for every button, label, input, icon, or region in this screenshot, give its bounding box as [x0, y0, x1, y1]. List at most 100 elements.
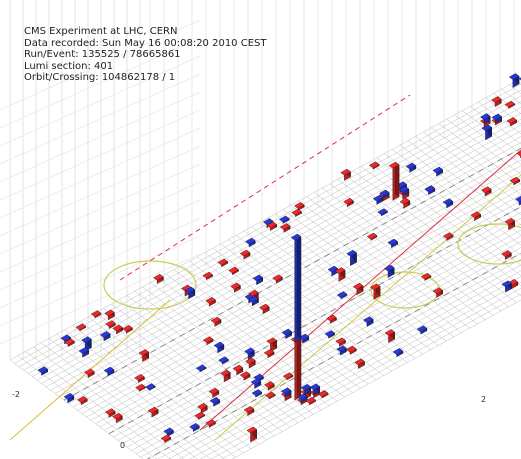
- calorimeter-tower: [266, 337, 278, 353]
- calorimeter-tower: [144, 383, 156, 392]
- calorimeter-tower: [398, 186, 410, 200]
- calorimeter-tower: [504, 217, 516, 231]
- calorimeter-tower: [281, 328, 293, 340]
- calorimeter-tower: [264, 380, 275, 391]
- calorimeter-tower: [232, 364, 244, 376]
- calorimeter-tower: [205, 296, 216, 307]
- calorimeter-tower: [202, 336, 214, 346]
- calorimeter-tower: [515, 195, 521, 206]
- calorimeter-tower: [282, 372, 294, 381]
- calorimeter-tower: [197, 402, 208, 414]
- calorimeter-tower: [205, 419, 216, 428]
- calorimeter-tower: [346, 345, 357, 355]
- calorimeter-tower: [153, 273, 164, 284]
- calorimeter-tower: [317, 390, 329, 399]
- calorimeter-tower: [352, 282, 364, 296]
- calorimeter-tower: [369, 283, 381, 300]
- calorimeter-tower: [368, 161, 380, 170]
- calorimeter-tower: [210, 316, 222, 327]
- calorimeter-tower: [99, 330, 111, 342]
- calorimeter-tower: [160, 434, 172, 444]
- calorimeter-tower: [245, 357, 256, 369]
- jet-cones: [103, 223, 521, 310]
- calorimeter-tower: [424, 185, 436, 195]
- calorimeter-tower: [37, 366, 49, 376]
- calorimeter-tower: [432, 166, 444, 177]
- calorimeter-tower: [213, 341, 225, 354]
- calorimeter-tower: [335, 337, 346, 347]
- calorimeter-tower: [264, 391, 276, 400]
- calorimeter-tower: [90, 310, 102, 319]
- calorimeter-tower: [239, 249, 251, 260]
- calorimeter-tower: [135, 383, 146, 392]
- calorimeter-tower: [209, 396, 221, 407]
- calorimeter-tower: [228, 266, 239, 276]
- calorimeter-tower: [340, 168, 351, 181]
- calorimeter-tower: [362, 316, 374, 327]
- calorimeter-tower: [491, 96, 502, 107]
- calorimeter-tower: [491, 113, 503, 126]
- calorimeter-tower: [294, 201, 305, 211]
- calorimeter-tower: [251, 389, 263, 398]
- calorimeter-tower: [501, 250, 512, 260]
- calorimeter-tower: [189, 422, 200, 432]
- calorimeter-tower: [354, 358, 365, 369]
- calorimeter-tower: [279, 223, 291, 233]
- calorimeter-tower: [501, 280, 512, 293]
- calorimeter-tower: [245, 237, 256, 248]
- calorimeter-tower: [263, 348, 275, 359]
- calorimeter-tower: [184, 286, 196, 300]
- calorimeter-tower: [78, 347, 90, 358]
- back-wall-grid: [0, 0, 515, 360]
- calorimeter-tower: [377, 208, 388, 217]
- calorimeter-tower: [298, 333, 310, 344]
- calorimeter-tower: [134, 373, 145, 383]
- axis-label-phi-0: 0: [120, 441, 126, 450]
- calorimeter-tower: [272, 274, 283, 284]
- axis-label-eta-plus2: 2: [481, 395, 487, 404]
- calorimeter-tower: [291, 208, 302, 218]
- calorimeter-tower: [104, 309, 115, 321]
- calorimeter-tower: [105, 320, 116, 330]
- calorimeter-tower: [405, 162, 417, 173]
- calorimeter-tower: [252, 274, 264, 286]
- calorimeter-tower: [372, 194, 384, 205]
- calorimeter-tower: [506, 117, 518, 127]
- axis-label-eta-minus2: -2: [12, 390, 20, 399]
- calorimeter-tower: [442, 198, 454, 209]
- calorimeter-tower: [343, 197, 354, 208]
- calorimeter-tower: [103, 366, 115, 377]
- calorimeter-tower: [63, 392, 75, 404]
- calorimeter-tower: [258, 303, 270, 315]
- calorimeter-tower: [432, 287, 444, 298]
- calorimeter-tower: [480, 113, 491, 128]
- calorimeter-tower: [326, 314, 337, 324]
- calorimeter-tower: [194, 411, 206, 420]
- calorimeter-tower: [384, 329, 396, 343]
- calorimeter-tower: [278, 215, 290, 224]
- calorimeter-tower: [202, 271, 213, 281]
- calorimeter-tower: [248, 295, 259, 307]
- calorimeter-tower: [470, 211, 482, 221]
- calorimeter-tower: [387, 238, 398, 249]
- calorimeter-tower: [504, 100, 516, 109]
- calorimeter-tower: [122, 324, 133, 334]
- calorimeter-tower: [64, 338, 75, 347]
- calorimeter-tower: [217, 258, 229, 268]
- calorimeter-tower: [336, 345, 347, 356]
- calorimeter-tower: [84, 368, 95, 378]
- calorimeter-tower: [420, 272, 432, 281]
- calorimeter-tower: [81, 336, 92, 352]
- calorimeter-tower: [243, 405, 255, 416]
- calorimeter-tower: [244, 347, 255, 360]
- calorimeter-tower: [138, 349, 150, 362]
- calorimeter-tower: [392, 347, 404, 358]
- calorimeter-tower: [77, 395, 88, 406]
- calorimeter-tower: [104, 408, 116, 418]
- calorimeter-tower: [218, 356, 229, 365]
- calorimeter-tower: [75, 323, 87, 332]
- calorimeter-tower: [346, 249, 357, 267]
- calorimeter-tower: [239, 371, 251, 381]
